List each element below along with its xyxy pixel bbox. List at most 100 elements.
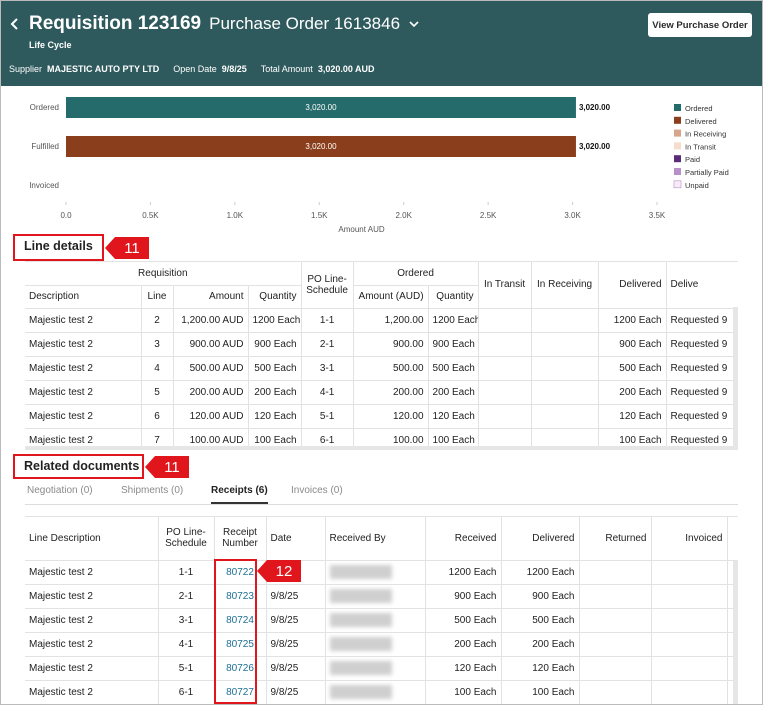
info-value: 3,020.00 AUD (317, 64, 375, 74)
cell: 9/8/25 (266, 608, 326, 633)
cell: 200.00 AUD (173, 380, 249, 405)
tab-divider (25, 504, 738, 505)
header-row: Line Description PO Line-Schedule Receipt … (25, 517, 738, 561)
cell: 200.00 (353, 380, 429, 405)
cell: Majestic test 2 (25, 584, 159, 609)
cell: Majestic test 2 (25, 356, 142, 381)
cell: 5-1 (158, 656, 215, 681)
table-row: Majestic test 21-1807229/8/251200 Each12… (25, 560, 738, 585)
receipt-link[interactable]: 80723 (214, 584, 267, 609)
receipts-table: Line Description PO Line-Schedule Receipt … (25, 517, 738, 704)
cell: 5 (141, 380, 174, 405)
cell (531, 356, 599, 381)
cell: Majestic test 2 (25, 428, 142, 450)
column-header: Delivered (598, 262, 667, 309)
info-row: Supplier MAJESTIC AUTO PTY LTD Open Date 9/… (9, 64, 375, 74)
filler-cell (727, 680, 738, 704)
cell: 120.00 (353, 404, 429, 429)
cell (478, 356, 532, 381)
cell: 3-1 (158, 608, 215, 633)
scrollbar[interactable] (733, 561, 738, 704)
callout: 12 (257, 559, 301, 588)
legend-swatch (674, 155, 681, 163)
callout: 11 (145, 455, 189, 484)
tab[interactable]: Invoices (0) (291, 485, 343, 496)
legend-label: In Receiving (685, 130, 726, 139)
tab[interactable]: Negotiation (0) (27, 485, 93, 496)
redacted-name (329, 661, 392, 675)
cell: 100.00 (353, 428, 429, 450)
category-label: Fulfilled (31, 142, 59, 151)
info-item: Open Date 9/8/25 (173, 64, 247, 74)
callout-arrow (145, 456, 189, 478)
x-tick-label: 0.0 (60, 211, 72, 220)
cell: Majestic test 2 (25, 404, 142, 429)
receipt-link[interactable]: 80726 (214, 656, 267, 681)
cell: 200 Each (501, 632, 580, 657)
cell (531, 308, 599, 333)
cell: 1,200.00 (353, 308, 429, 333)
info-value: 9/8/25 (221, 64, 247, 74)
cell (579, 608, 652, 633)
callout-number: 11 (124, 240, 140, 257)
legend-swatch (673, 180, 682, 189)
cell: 200 Each (428, 380, 479, 405)
cell: 1200 Each (248, 308, 302, 333)
legend-item: In Transit (674, 142, 717, 151)
column-header: PO Line-Schedule (301, 262, 354, 309)
receipt-link[interactable]: 80724 (214, 608, 267, 633)
tab[interactable]: Receipts (6) (211, 485, 268, 496)
purchase-order-title[interactable]: Purchase Order 1613846 (209, 14, 401, 33)
redacted-name (329, 637, 392, 651)
cell: 7 (141, 428, 174, 450)
cell: 9/8/25 (266, 656, 326, 681)
column-header: In Receiving (531, 262, 599, 309)
info-label: Open Date (173, 64, 217, 74)
scrollbar[interactable] (733, 307, 738, 449)
view-po-button[interactable]: View Purchase Order (648, 13, 752, 37)
receipts-table-wrap: Line Description PO Line-Schedule Receipt … (25, 516, 738, 704)
x-tick-label: 3.0K (564, 211, 581, 220)
redacted-name (329, 565, 392, 579)
redacted-name (329, 685, 392, 699)
callout-badge: 11 (145, 456, 189, 478)
annotation-box (13, 454, 144, 479)
receipt-link[interactable]: 80722 (214, 560, 267, 585)
back-button[interactable] (9, 16, 21, 32)
bar (66, 136, 576, 157)
cell (579, 680, 652, 704)
cell: 5-1 (301, 404, 354, 429)
h-scrollbar[interactable] (25, 446, 738, 450)
legend-swatch (674, 116, 681, 124)
cell (579, 656, 652, 681)
info-label: Supplier (9, 64, 43, 74)
cell: 6-1 (158, 680, 215, 704)
callout-arrow (105, 237, 149, 259)
x-tick-label: 2.0K (395, 211, 412, 220)
po-dropdown[interactable] (408, 18, 420, 30)
cell: 100 Each (428, 428, 479, 450)
cell: 9/8/25 (266, 632, 326, 657)
cell: 120 Each (428, 404, 479, 429)
title-row: Requisition 123169 Purchase Order 161384… (9, 13, 420, 35)
header-row: Description Line Amount Quantity Amount (AUD… (25, 285, 738, 309)
table-row: Majestic test 2 4-1 80725 9/8/25 200 Each 200… (25, 632, 738, 657)
cell (325, 632, 426, 657)
legend-label: In Transit (685, 142, 717, 151)
receipt-link[interactable]: 80725 (214, 632, 267, 657)
column-header: In Transit (478, 262, 532, 309)
cell: 900 Each (248, 332, 302, 357)
cell (651, 656, 728, 681)
header-row: Requisition PO Line-Schedule Ordered In Tra… (25, 262, 738, 309)
cell: 120 Each (248, 404, 302, 429)
tab[interactable]: Shipments (0) (121, 485, 184, 496)
cell: Requested 9 (666, 308, 738, 333)
legend-swatch (674, 142, 681, 150)
cell: Majestic test 2 (25, 380, 142, 405)
cell (325, 680, 426, 704)
cell: 6-1 (301, 428, 354, 450)
info-label: Total Amount (260, 64, 313, 74)
column-header: Received By (325, 517, 426, 561)
info-value: MAJESTIC AUTO PTY LTD (47, 64, 160, 74)
x-tick-label: 3.5K (649, 211, 666, 220)
